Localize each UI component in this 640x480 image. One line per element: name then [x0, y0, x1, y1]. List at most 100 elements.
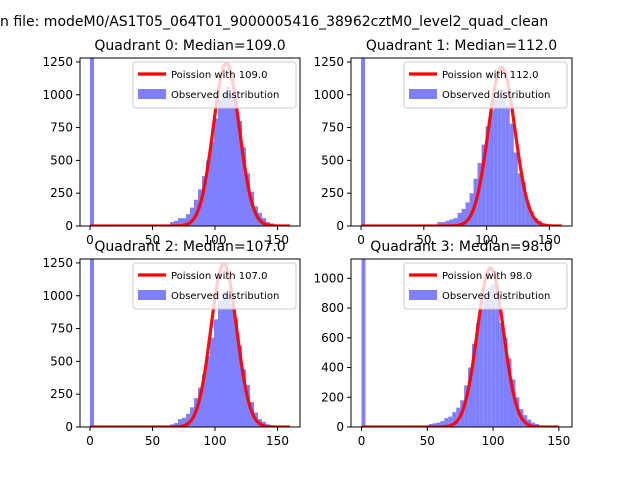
- x-tick-label: 0: [357, 233, 365, 247]
- x-tick-label: 150: [547, 434, 570, 448]
- histogram-bar: [529, 211, 534, 226]
- poisson-fit-line: [360, 266, 560, 427]
- histogram-bar: [238, 121, 242, 226]
- x-tick-label: 50: [420, 434, 435, 448]
- x-tick-label: 50: [416, 233, 431, 247]
- y-tick-label: 750: [321, 121, 344, 135]
- legend-label-fit: Poission with 112.0: [442, 70, 538, 81]
- histogram-bar: [90, 259, 94, 427]
- axes-frame: [79, 258, 301, 428]
- y-tick-label: 250: [321, 186, 344, 200]
- histogram-bar: [222, 93, 226, 226]
- y-tick-label: 0: [336, 219, 344, 233]
- y-tick-label: 500: [50, 153, 73, 167]
- x-tick-label: 50: [145, 434, 160, 448]
- histogram-bar: [214, 319, 218, 427]
- y-tick-label: 1250: [42, 256, 73, 270]
- histogram-bar: [361, 259, 366, 427]
- histogram-bar: [489, 110, 494, 226]
- legend-bar-swatch: [138, 89, 166, 99]
- plot-area: [89, 259, 291, 427]
- histogram-bar: [525, 202, 530, 226]
- chart-panel-0: 0 50 100 150 0 250 500 750 1000 1250 Quadrant 0: M…: [42, 38, 301, 247]
- histogram-bar: [234, 319, 238, 427]
- histogram-bar: [218, 100, 222, 226]
- y-tick-label: 1000: [313, 88, 344, 102]
- histogram-bar: [202, 374, 206, 427]
- histogram-bar: [444, 418, 449, 427]
- histogram-bar: [448, 416, 453, 427]
- histogram-bar: [493, 100, 498, 226]
- histogram-bar: [206, 160, 210, 226]
- histogram-bar: [218, 301, 222, 427]
- histogram-bar: [495, 296, 500, 427]
- histogram-bar: [449, 219, 454, 226]
- histogram-bar: [507, 358, 512, 427]
- histogram-bar: [214, 118, 218, 226]
- histogram-bar: [186, 413, 190, 427]
- plot-area: [89, 58, 291, 226]
- y-tick-label: 500: [321, 153, 344, 167]
- histogram-bar: [469, 193, 474, 226]
- histogram-bar: [517, 173, 522, 226]
- panel-title: Quadrant 0: Median=109.0: [94, 38, 285, 54]
- poisson-fit-line: [360, 65, 563, 226]
- legend-bar-swatch: [138, 290, 166, 300]
- y-tick-label: 1000: [313, 271, 344, 285]
- plot-area: [360, 58, 563, 226]
- legend-frame: [132, 61, 297, 109]
- legend-label-fit: Poission with 107.0: [171, 271, 267, 282]
- histogram-bar: [499, 322, 504, 427]
- histogram-bar: [511, 379, 516, 427]
- poisson-fit-line: [89, 262, 291, 427]
- histogram-bar: [242, 369, 246, 427]
- histogram-bar: [432, 423, 437, 427]
- histogram-bar: [182, 218, 186, 226]
- histogram-bar: [174, 220, 178, 226]
- poisson-fit-line: [89, 61, 291, 226]
- legend-label-fit: Poission with 98.0: [442, 271, 532, 282]
- histogram-bar: [170, 222, 174, 226]
- histogram-bar: [441, 222, 446, 226]
- chart-panel-1: 0 50 100 150 0 250 500 750 1000 1250 Quadrant 1: M…: [313, 38, 573, 247]
- histogram-bar: [90, 58, 94, 226]
- histogram-bar: [182, 417, 186, 427]
- axes-frame: [350, 258, 573, 428]
- legend-label-observed: Observed distribution: [442, 291, 550, 302]
- legend-bar-swatch: [409, 89, 437, 99]
- x-tick-label: 100: [482, 434, 505, 448]
- x-tick-label: 50: [145, 233, 160, 247]
- histogram-bar: [527, 419, 532, 427]
- histogram-bar: [210, 337, 214, 427]
- legend-label-observed: Observed distribution: [171, 291, 279, 302]
- x-tick-label: 0: [358, 434, 366, 448]
- legend-label-observed: Observed distribution: [171, 90, 279, 101]
- panel-title: Quadrant 3: Median=98.0: [370, 239, 552, 255]
- legend-label-observed: Observed distribution: [442, 90, 550, 101]
- histogram-bar: [464, 385, 469, 427]
- histogram-bar: [457, 212, 462, 226]
- histogram-bar: [487, 287, 492, 427]
- histogram-bar: [501, 94, 506, 226]
- legend-frame: [403, 262, 568, 310]
- histogram-bar: [505, 105, 510, 226]
- x-tick-label: 100: [204, 434, 227, 448]
- figure-suptitle: n file: modeM0/AS1T05_064T01_9000005416_…: [0, 14, 548, 30]
- y-tick-label: 1250: [313, 55, 344, 69]
- histogram-bar: [453, 218, 458, 226]
- histogram-bar: [174, 423, 178, 427]
- histogram-bar: [202, 176, 206, 226]
- y-tick-label: 0: [65, 219, 73, 233]
- histogram-bar: [477, 163, 482, 226]
- histogram-bar: [461, 208, 466, 226]
- y-tick-label: 800: [321, 301, 344, 315]
- x-tick-label: 0: [86, 233, 94, 247]
- histogram-bar: [491, 284, 496, 427]
- panel-title: Quadrant 2: Median=107.0: [94, 239, 285, 255]
- panel-title: Quadrant 1: Median=112.0: [366, 38, 557, 54]
- legend-frame: [403, 61, 568, 109]
- histogram-bar: [503, 337, 508, 427]
- histogram-bar: [483, 296, 488, 427]
- histogram-bar: [497, 93, 502, 226]
- y-tick-label: 750: [50, 121, 73, 135]
